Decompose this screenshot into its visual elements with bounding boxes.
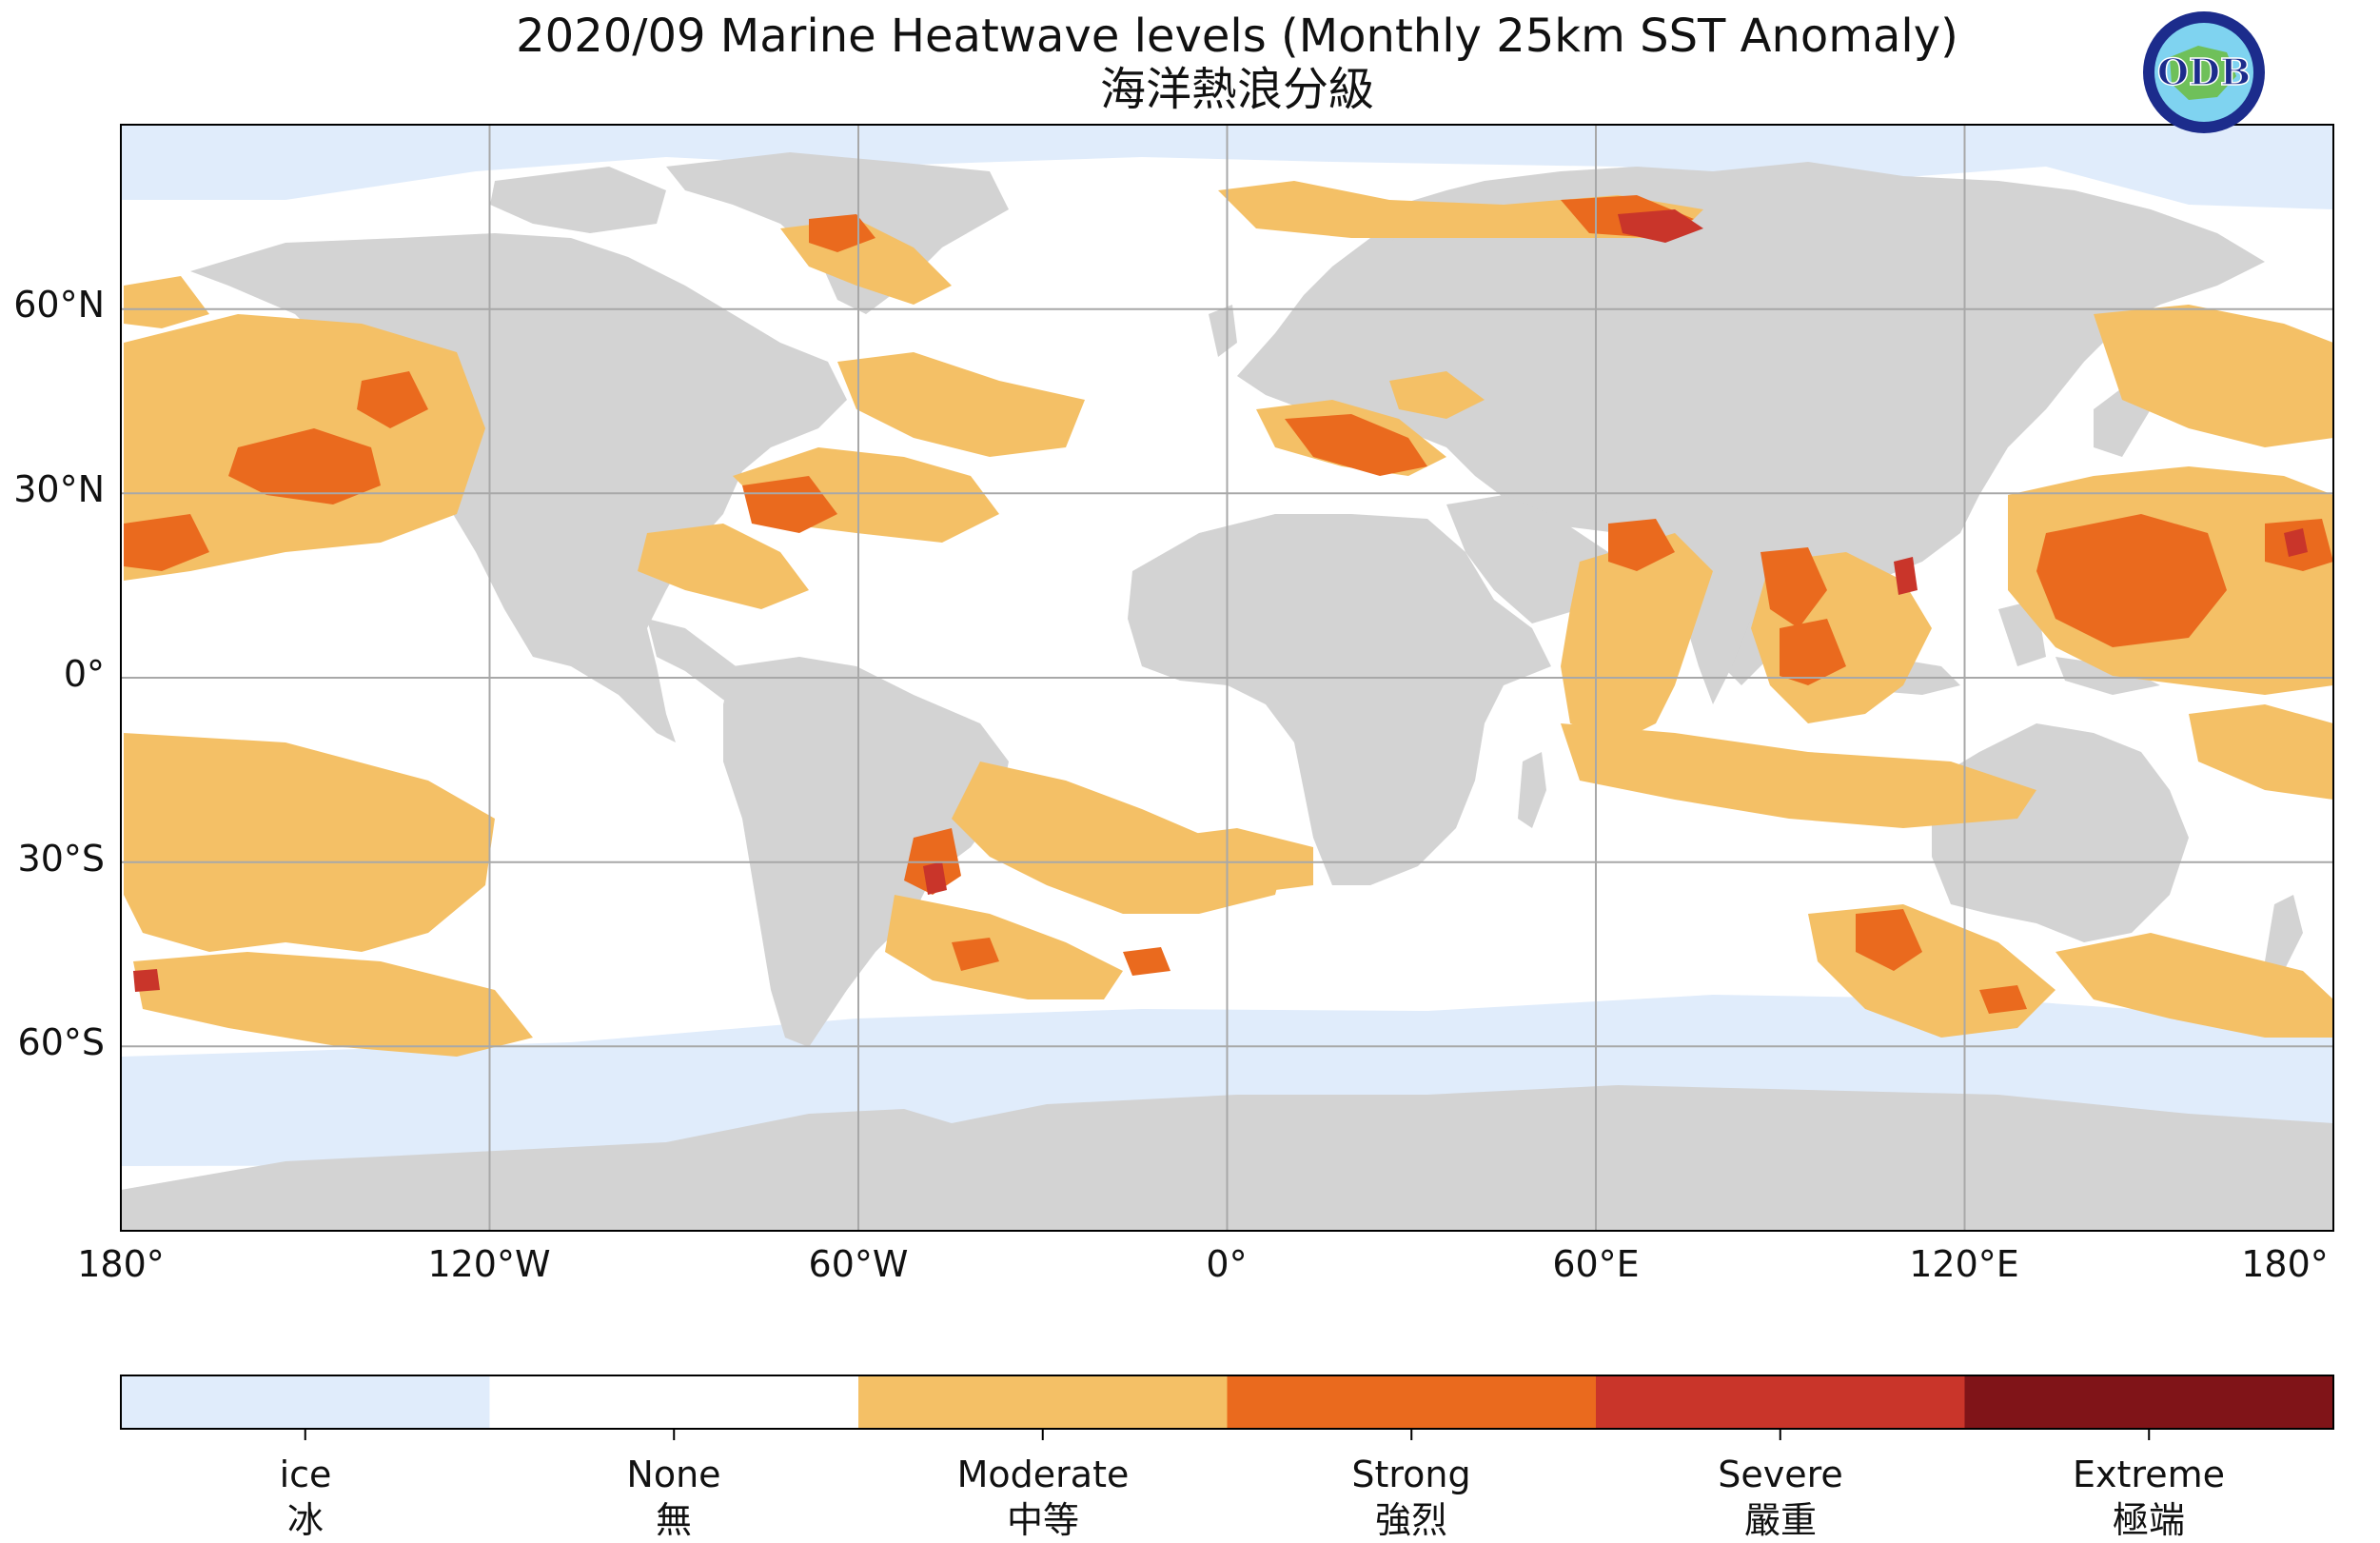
lat-label-60s: 60°S	[17, 1021, 105, 1063]
colorbar	[121, 1375, 2334, 1429]
land-layer	[121, 152, 2333, 1231]
legend-swatch-ice	[121, 1375, 490, 1429]
lat-label-60n: 60°N	[13, 284, 105, 326]
lon-label-0: 0°	[1206, 1243, 1248, 1285]
lon-label-180e: 180°	[2241, 1243, 2329, 1285]
map-title: 2020/09 Marine Heatwave levels (Monthly …	[516, 10, 1958, 63]
legend-label-extreme: Extreme 極端	[2073, 1454, 2225, 1541]
lon-label-180w: 180°	[77, 1243, 165, 1285]
legend-swatch-strong	[1227, 1375, 1597, 1429]
colorbar-frame	[120, 1375, 2334, 1430]
odb-globe-logo: ODB	[2143, 11, 2265, 133]
map-frame	[120, 124, 2334, 1232]
logo-text: ODB	[2157, 50, 2251, 93]
lon-label-120e: 120°E	[1909, 1243, 2019, 1285]
legend-swatch-severe	[1596, 1375, 1965, 1429]
lat-label-0: 0°	[63, 653, 105, 695]
lon-label-120w: 120°W	[427, 1243, 551, 1285]
legend-swatch-moderate	[858, 1375, 1228, 1429]
legend-label-moderate: Moderate 中等	[956, 1454, 1130, 1541]
lat-label-30n: 30°N	[13, 468, 105, 510]
graticule	[121, 125, 2333, 1231]
legend-label-strong: Strong 強烈	[1351, 1454, 1471, 1541]
lon-label-60w: 60°W	[808, 1243, 909, 1285]
severe-heatwave-layer	[133, 209, 2308, 992]
legend-swatch-none	[489, 1375, 859, 1429]
moderate-heatwave-layer	[124, 181, 2333, 1057]
colorbar-ticks	[304, 1429, 2151, 1440]
map-subtitle: 海洋熱浪分級	[1099, 63, 1374, 116]
legend-label-severe: Severe 嚴重	[1718, 1454, 1843, 1541]
legend-swatch-extreme	[1964, 1375, 2334, 1429]
lon-label-60e: 60°E	[1552, 1243, 1640, 1285]
lat-label-30s: 30°S	[17, 838, 105, 880]
legend-label-ice: ice 冰	[279, 1454, 332, 1541]
legend-label-none: None 無	[626, 1454, 721, 1541]
